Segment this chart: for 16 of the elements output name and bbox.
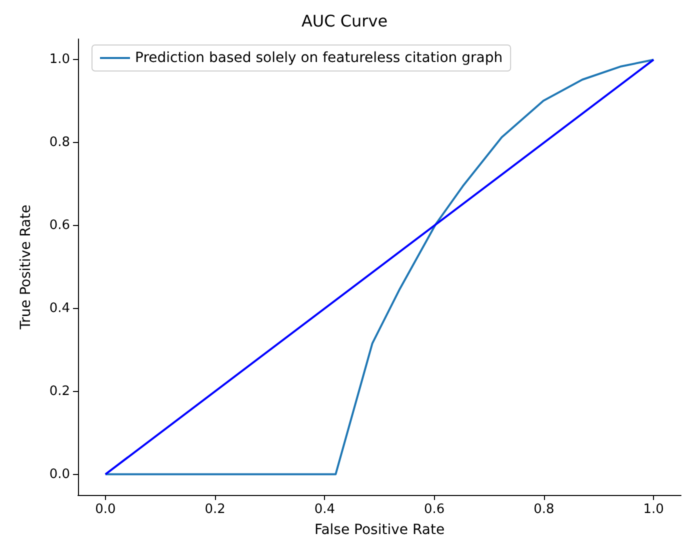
chart-title: AUC Curve bbox=[301, 12, 388, 30]
y-tick-label: 0.0 bbox=[49, 466, 70, 482]
x-tick-label: 0.4 bbox=[314, 502, 336, 517]
x-tick-label: 0.0 bbox=[95, 502, 116, 517]
y-tick-label: 0.2 bbox=[49, 384, 70, 399]
x-tick-label: 0.2 bbox=[204, 502, 226, 517]
y-tick-label: 1.0 bbox=[49, 52, 70, 68]
x-tick-label: 0.6 bbox=[424, 502, 445, 517]
y-tick-label: 0.4 bbox=[49, 300, 70, 316]
x-tick-label: 1.0 bbox=[643, 502, 664, 517]
x-tick-label: 0.8 bbox=[534, 502, 554, 517]
y-tick-label: 0.6 bbox=[49, 218, 70, 234]
x-axis-title: False Positive Rate bbox=[314, 522, 445, 538]
legend-label: Prediction based solely on featureless citation graph bbox=[135, 50, 503, 66]
y-axis-title: True Positive Rate bbox=[18, 204, 34, 330]
y-tick-label: 0.8 bbox=[49, 135, 70, 150]
